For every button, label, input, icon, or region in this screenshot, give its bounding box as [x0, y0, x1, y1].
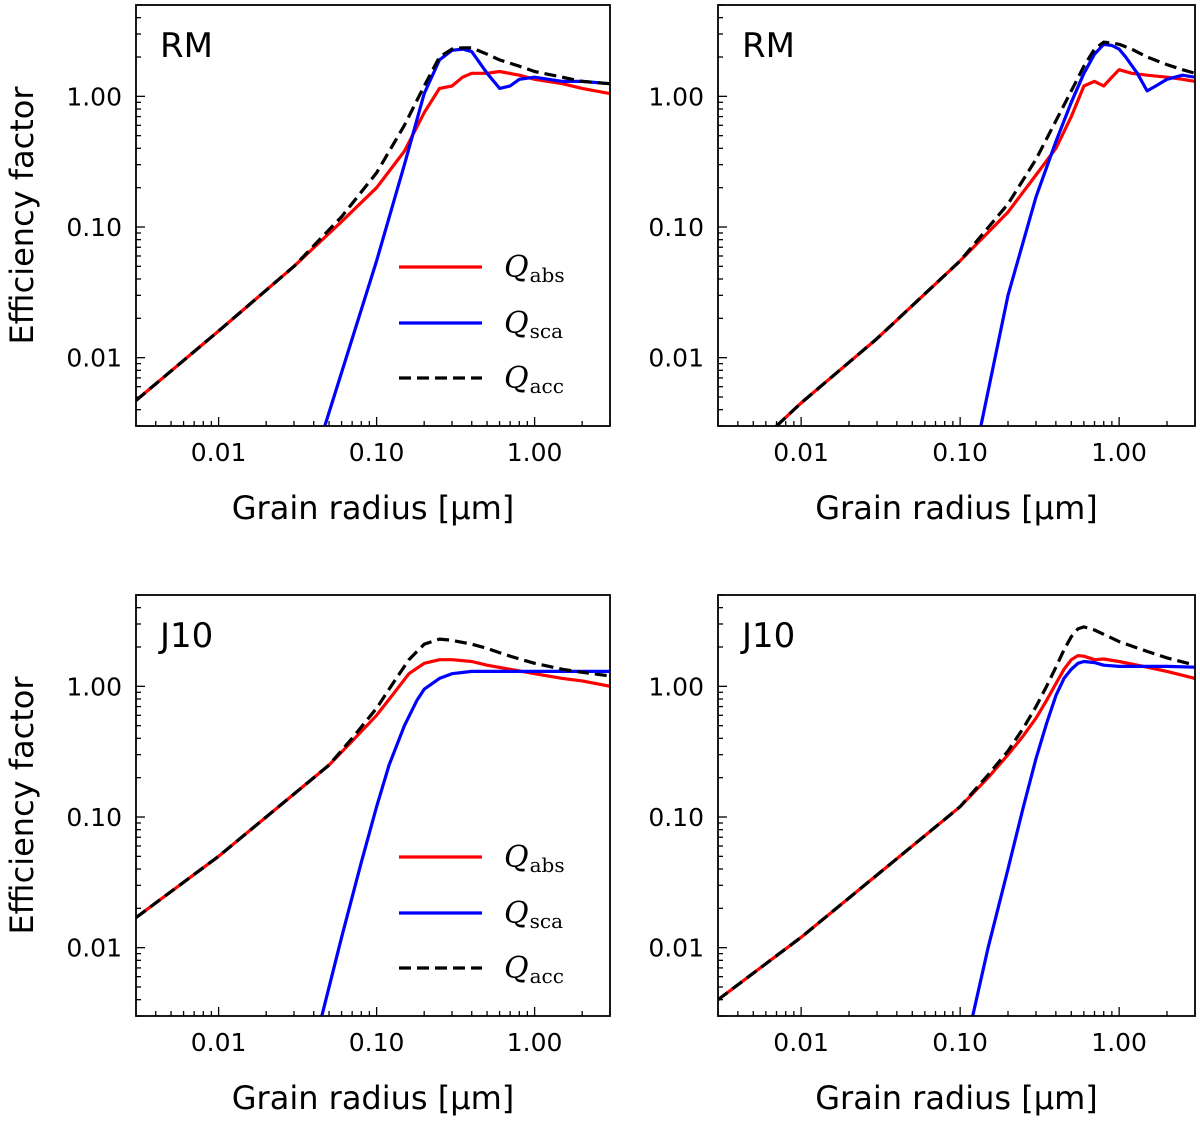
axes-frame [135, 4, 611, 427]
panel-2: 0.01 0.10 1.00 0.01 0.10 1.00 Grain radius [μm… [648, 4, 1196, 527]
y-tick-label: 0.10 [66, 213, 122, 242]
x-tick-label: 0.01 [191, 438, 247, 467]
panel-label: J10 [740, 616, 795, 656]
panel-1: 0.01 0.10 1.00 0.01 0.10 1.00 Grain radius [μm… [3, 4, 611, 527]
ticks [717, 594, 1196, 1017]
x-tick-label: 0.10 [349, 438, 405, 467]
x-tick-label: 1.00 [1091, 1028, 1147, 1057]
x-tick-label: 0.01 [773, 1028, 829, 1057]
x-tick-label: 0.10 [932, 1028, 988, 1057]
series-line-qsca [971, 659, 1195, 1016]
series-group [136, 46, 610, 426]
y-tick-label: 0.10 [66, 803, 122, 832]
ticks [135, 4, 611, 427]
x-axis-label: Grain radius [μm] [232, 489, 515, 527]
x-tick-label: 1.00 [1091, 438, 1147, 467]
y-tick-label: 0.10 [648, 803, 704, 832]
axes-frame [717, 594, 1196, 1017]
y-tick-label: 1.00 [648, 672, 704, 701]
panel-4: 0.01 0.10 1.00 0.01 0.10 1.00 Grain radius [μm… [648, 594, 1196, 1117]
series-line-qacc [136, 46, 610, 402]
y-tick-label: 0.01 [648, 934, 704, 963]
legend-entry-qsca: Qsca [504, 896, 563, 933]
series-line-qsca [979, 42, 1195, 426]
axes-frame [717, 4, 1196, 427]
y-tick-label: 0.10 [648, 213, 704, 242]
legend-entry-qacc: Qacc [504, 361, 564, 398]
series-line-qabs [718, 654, 1195, 1001]
legend-entry-qsca: Qsca [504, 306, 563, 343]
x-tick-label: 1.00 [507, 1028, 563, 1057]
x-axis-label: Grain radius [μm] [815, 1079, 1098, 1117]
series-line-qacc [136, 637, 610, 919]
legend: Qabs Qsca Qacc [399, 840, 565, 988]
ticks [135, 594, 611, 1017]
y-axis-label: Efficiency factor [3, 676, 41, 935]
y-tick-label: 1.00 [66, 672, 122, 701]
legend-entry-qacc: Qacc [504, 951, 564, 988]
legend-entry-qabs: Qabs [504, 250, 565, 287]
panel-3: 0.01 0.10 1.00 0.01 0.10 1.00 Grain radius [μm… [3, 594, 611, 1117]
series-line-qabs [136, 69, 610, 402]
series-group [136, 637, 610, 1016]
series-group [718, 625, 1195, 1016]
x-tick-label: 0.01 [773, 438, 829, 467]
x-axis-label: Grain radius [μm] [232, 1079, 515, 1117]
panel-label: J10 [158, 616, 213, 656]
series-line-qabs [136, 658, 610, 919]
x-tick-label: 1.00 [507, 438, 563, 467]
x-tick-label: 0.10 [932, 438, 988, 467]
ticks [717, 4, 1196, 427]
x-tick-label: 0.01 [191, 1028, 247, 1057]
x-tick-label: 0.10 [349, 1028, 405, 1057]
series-line-qacc [718, 625, 1195, 1001]
y-axis-label: Efficiency factor [3, 86, 41, 345]
y-tick-label: 1.00 [66, 82, 122, 111]
y-tick-label: 1.00 [648, 82, 704, 111]
legend-entry-qabs: Qabs [504, 840, 565, 877]
series-line-qsca [320, 669, 610, 1016]
series-group [775, 40, 1195, 426]
y-tick-label: 0.01 [648, 344, 704, 373]
series-line-qacc [775, 40, 1195, 426]
legend: Qabs Qsca Qacc [399, 250, 565, 398]
panel-label: RM [160, 26, 213, 66]
axes-frame [135, 594, 611, 1017]
series-line-qabs [775, 68, 1195, 426]
x-axis-label: Grain radius [μm] [815, 489, 1098, 527]
y-tick-label: 0.01 [66, 934, 122, 963]
series-line-qsca [323, 47, 610, 426]
y-tick-label: 0.01 [66, 344, 122, 373]
panel-label: RM [742, 26, 795, 66]
